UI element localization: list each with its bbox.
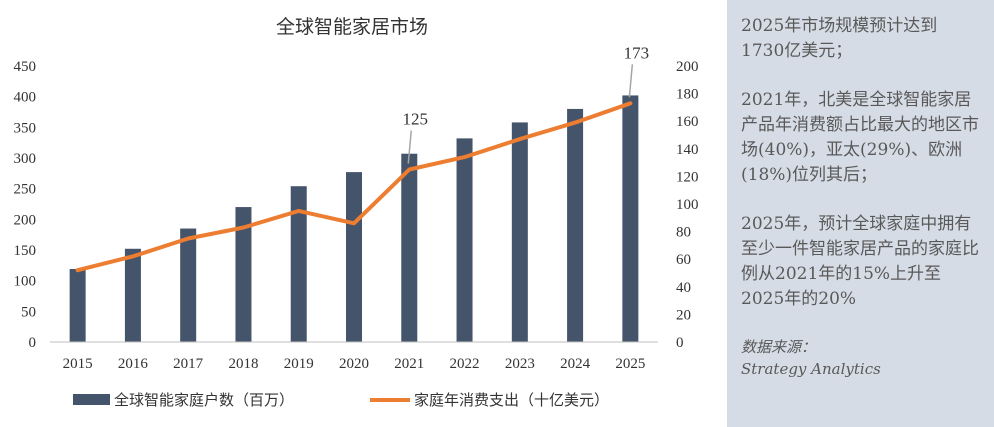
- y-right-tick-label: 120: [676, 169, 699, 185]
- bar: [235, 207, 252, 342]
- x-tick-label: 2020: [339, 356, 369, 372]
- data-label-leader: [628, 64, 634, 98]
- bar-series: [69, 95, 639, 342]
- legend-bar-swatch: [73, 394, 110, 405]
- x-tick-label: 2017: [173, 356, 204, 372]
- legend: 全球智能家庭户数（百万） 家庭年消费支出（十亿美元）: [73, 391, 609, 409]
- legend-bar-label: 全球智能家庭户数（百万）: [114, 391, 294, 409]
- y-left-tick-label: 350: [14, 120, 37, 136]
- y-left-tick-label: 50: [21, 304, 36, 320]
- info-panel: 2025年市场规模预计达到1730亿美元； 2021年，北美是全球智能家居产品年…: [727, 0, 994, 427]
- y-left-tick-label: 300: [14, 151, 37, 167]
- x-tick-label: 2024: [560, 356, 591, 372]
- y-right-tick-label: 160: [676, 114, 699, 130]
- y-right-tick-label: 140: [676, 142, 699, 158]
- data-label: 125: [403, 110, 429, 129]
- data-label-leader: [407, 130, 413, 164]
- bar: [401, 153, 418, 342]
- chart-area: 全球智能家居市场 0 50 100 150 200 250 300 350 400 450 0 20…: [14, 16, 699, 409]
- y-right-tick-label: 0: [676, 335, 684, 351]
- bar: [124, 248, 141, 342]
- y-right-tick-label: 200: [676, 59, 699, 75]
- x-tick-label: 2023: [505, 356, 535, 372]
- y-left-tick-label: 0: [29, 335, 37, 351]
- bar: [622, 95, 639, 342]
- right-axis: 0 20 40 60 80 100 120 140 160 180 200: [676, 59, 699, 351]
- combo-chart: 全球智能家居市场 0 50 100 150 200 250 300 350 400 450 0 20…: [14, 16, 699, 409]
- data-label-group: 125 173: [403, 43, 650, 164]
- info-paragraph: 2021年，北美是全球智能家居产品年消费额占比最大的地区市场(40%)，亚太(2…: [741, 90, 979, 185]
- source-name: Strategy Analytics: [741, 360, 881, 378]
- x-tick-label: 2018: [228, 356, 258, 372]
- x-tick-label: 2019: [284, 356, 314, 372]
- source-label: 数据来源：: [741, 338, 817, 356]
- y-right-tick-label: 100: [676, 197, 699, 213]
- y-right-tick-label: 40: [676, 280, 691, 296]
- bar: [567, 108, 584, 342]
- y-left-tick-label: 100: [14, 274, 37, 290]
- series-line: [75, 101, 633, 273]
- y-left-tick-label: 200: [14, 212, 37, 228]
- legend-line-label: 家庭年消费支出（十亿美元）: [414, 391, 609, 409]
- bar: [511, 122, 528, 342]
- y-left-tick-label: 400: [14, 90, 37, 106]
- y-left-tick-label: 250: [14, 182, 37, 198]
- info-paragraph: 2025年，预计全球家庭中拥有至少一件智能家居产品的家庭比例从2021年的15%…: [741, 214, 979, 309]
- x-tick-label: 2015: [63, 356, 93, 372]
- y-right-tick-label: 20: [676, 307, 691, 323]
- x-tick-label: 2021: [394, 356, 424, 372]
- bar: [180, 228, 197, 342]
- bar: [456, 138, 473, 342]
- y-left-tick-label: 150: [14, 243, 37, 259]
- x-tick-label: 2022: [450, 356, 480, 372]
- y-left-tick-label: 450: [14, 59, 37, 75]
- bar: [346, 172, 362, 342]
- y-right-tick-label: 180: [676, 87, 699, 103]
- x-tick-label: 2025: [615, 356, 645, 372]
- y-right-tick-label: 60: [676, 252, 691, 268]
- x-tick-label: 2016: [118, 356, 149, 372]
- left-axis: 0 50 100 150 200 250 300 350 400 450: [14, 59, 37, 351]
- x-axis: 2015 2016 2017 2018 2019 2020 2021 2022 2023 2024…: [63, 356, 646, 372]
- line-series: [75, 101, 633, 273]
- bar: [69, 269, 86, 342]
- bar: [290, 186, 307, 342]
- data-label: 173: [624, 43, 650, 62]
- chart-title: 全球智能家居市场: [276, 16, 428, 38]
- y-right-tick-label: 80: [676, 225, 691, 241]
- info-paragraph: 2025年市场规模预计达到1730亿美元；: [741, 16, 938, 61]
